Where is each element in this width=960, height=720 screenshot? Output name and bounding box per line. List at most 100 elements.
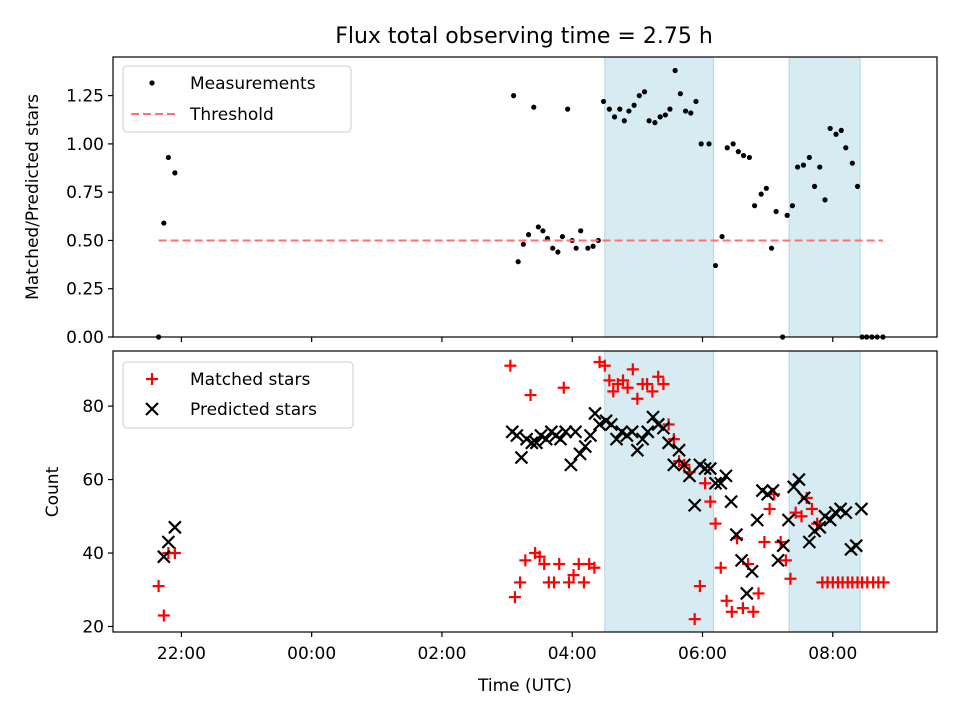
x-tick-label: 00:00 <box>287 644 336 664</box>
top-y-axis-label: Matched/Predicted stars <box>23 94 43 300</box>
measurement-point <box>590 243 596 249</box>
measurement-point <box>520 241 526 247</box>
predicted-star-point <box>797 491 811 505</box>
matched-star-point <box>519 554 532 567</box>
measurement-point <box>511 93 517 99</box>
predicted-star-point <box>661 436 676 450</box>
bottom-plot-frame <box>112 350 938 633</box>
predicted-star-point <box>641 425 655 439</box>
matched-star-point <box>688 613 701 626</box>
y-tick-label: 40 <box>82 544 104 564</box>
top-legend-frame <box>122 65 352 133</box>
measurement-point <box>730 141 736 147</box>
legend-threshold-label: Threshold <box>189 105 274 125</box>
matched-star-point <box>626 363 639 376</box>
measurement-point <box>646 118 652 124</box>
predicted-star-point <box>745 564 759 579</box>
matched-star-point <box>567 569 580 582</box>
legend-predicted-marker <box>145 402 159 416</box>
measurement-point <box>740 152 747 159</box>
top-series-layer <box>155 67 886 340</box>
matched-star-point <box>646 385 659 398</box>
predicted-star-point <box>529 436 544 450</box>
predicted-star-point <box>724 494 738 509</box>
matched-star-point <box>504 359 517 372</box>
bottom-y-axis-ticks: 20 40 60 80 <box>82 397 113 637</box>
measurement-point <box>693 98 699 105</box>
measurement-point <box>621 118 627 124</box>
measurement-point <box>606 106 612 112</box>
predicted-star-point <box>719 469 733 483</box>
measurement-point <box>843 145 849 151</box>
matched-star-point <box>720 594 733 607</box>
measurement-point <box>657 114 663 120</box>
y-tick-label: 0.50 <box>66 231 104 251</box>
measurement-point <box>611 114 618 120</box>
x-tick-label: 22:00 <box>157 644 206 664</box>
predicted-star-point <box>168 520 182 535</box>
matched-star-point <box>538 558 551 571</box>
predicted-star-point <box>635 432 650 446</box>
measurement-point <box>854 183 861 189</box>
matched-star-point <box>572 558 585 571</box>
predicted-star-point <box>514 450 529 465</box>
measurement-point <box>535 224 541 230</box>
bottom-legend-frame <box>122 361 354 429</box>
matched-star-point <box>617 374 630 387</box>
chart-title: Flux total observing time = 2.75 h <box>335 24 713 49</box>
measurement-point <box>662 112 668 118</box>
matched-star-point <box>588 561 601 574</box>
measurement-point <box>667 106 673 112</box>
predicted-star-point <box>568 425 583 439</box>
matched-star-point <box>693 580 706 593</box>
matched-star-point <box>621 381 634 394</box>
measurement-point <box>525 232 532 238</box>
top-shaded-intervals <box>604 56 861 338</box>
predicted-star-point <box>625 425 639 439</box>
predicted-star-point <box>703 461 718 476</box>
measurement-point <box>161 220 167 226</box>
predicted-star-point <box>734 553 749 568</box>
predicted-star-point <box>786 480 801 494</box>
measurement-point <box>773 208 779 215</box>
measurement-point <box>849 160 855 166</box>
predicted-star-point <box>708 476 723 491</box>
predicted-star-point <box>609 432 624 446</box>
matched-star-point <box>152 580 165 593</box>
predicted-star-point <box>802 535 817 549</box>
matched-star-point <box>752 587 765 600</box>
measurement-point <box>585 245 591 251</box>
predicted-star-point <box>776 538 791 553</box>
predicted-star-point <box>823 513 837 527</box>
predicted-star-point <box>792 472 806 487</box>
y-tick-label: 60 <box>82 471 104 491</box>
top-panel: 0.00 0.25 0.50 0.75 1.00 1.25 Matched/Predict… <box>23 56 938 348</box>
predicted-star-point <box>677 458 692 472</box>
measurement-point <box>682 108 689 114</box>
predicted-star-point <box>849 538 864 553</box>
predicted-star-point <box>510 428 524 443</box>
predicted-star-point <box>157 549 171 564</box>
top-legend: Measurements Threshold <box>122 65 352 133</box>
measurement-point <box>758 191 764 197</box>
bottom-series-layer <box>152 356 890 626</box>
shaded-interval <box>604 350 715 633</box>
predicted-star-point <box>539 432 553 446</box>
matched-star-point <box>714 561 727 574</box>
predicted-star-point <box>573 447 587 461</box>
matched-star-point <box>641 378 654 391</box>
y-tick-label: 0.25 <box>66 280 104 300</box>
matched-star-point <box>652 370 665 383</box>
bottom-shaded-intervals <box>604 350 861 633</box>
matched-star-point <box>709 517 722 530</box>
predicted-star-point <box>839 505 853 520</box>
measurement-point <box>800 162 807 168</box>
measurement-point <box>172 170 178 176</box>
measurement-point <box>636 93 642 99</box>
predicted-star-point <box>558 425 573 439</box>
matched-star-point <box>168 547 181 560</box>
predicted-star-point <box>672 443 686 457</box>
matched-star-point <box>877 576 890 589</box>
